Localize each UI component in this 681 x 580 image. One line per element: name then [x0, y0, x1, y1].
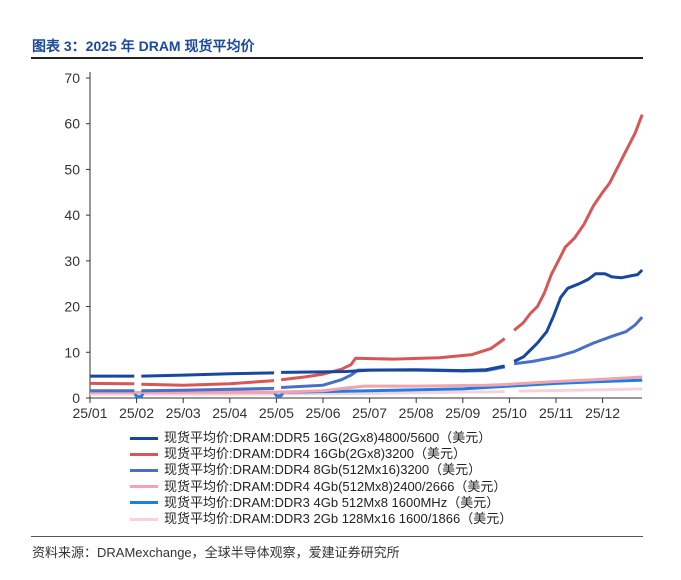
legend-label: 现货平均价:DRAM:DDR4 8Gb(512Mx16)3200（美元） [164, 462, 482, 478]
legend-swatch [130, 436, 158, 440]
legend-label: 现货平均价:DRAM:DDR4 16Gb(2Gx8)3200（美元） [164, 446, 466, 462]
series-line-1 [89, 114, 644, 387]
x-tick-label: 25/08 [399, 405, 434, 421]
series-line-2 [90, 316, 644, 393]
legend-item: 现货平均价:DRAM:DDR3 2Gb 128Mx16 1600/1866（美元… [130, 511, 512, 527]
x-tick-label: 25/09 [445, 405, 480, 421]
x-tick-label: 25/04 [212, 405, 247, 421]
legend-swatch [130, 501, 158, 505]
legend-item: 现货平均价:DRAM:DDR5 16G(2Gx8)4800/5600（美元） [130, 430, 512, 446]
legend-label: 现货平均价:DRAM:DDR5 16G(2Gx8)4800/5600（美元） [164, 430, 492, 445]
source-divider [31, 536, 643, 537]
x-tick-label: 25/03 [166, 405, 201, 421]
legend-swatch [130, 517, 158, 521]
title-divider [31, 57, 643, 59]
series-line-0 [90, 268, 644, 378]
x-tick-label: 25/02 [119, 405, 154, 421]
x-tick-label: 25/12 [585, 405, 620, 421]
y-tick-label: 10 [64, 344, 80, 360]
series-line-3 [89, 375, 643, 394]
x-tick-label: 25/11 [539, 405, 573, 421]
legend-swatch [130, 485, 158, 489]
source-note: 资料来源：DRAMexchange，全球半导体观察，爱建证券研究所 [32, 545, 400, 560]
legend-label: 现货平均价:DRAM:DDR4 4Gb(512Mx8)2400/2666（美元） [164, 478, 507, 494]
y-tick-label: 0 [72, 390, 80, 406]
legend-swatch [130, 452, 158, 456]
x-tick-label: 25/01 [72, 405, 107, 421]
y-tick-label: 40 [64, 207, 80, 223]
y-tick-label: 20 [64, 299, 80, 315]
series-line-5 [90, 387, 643, 396]
y-tick-label: 30 [64, 253, 80, 269]
series-line-4 [90, 378, 643, 399]
x-tick-label: 25/06 [305, 405, 340, 421]
legend-item: 现货平均价:DRAM:DDR4 16Gb(2Gx8)3200（美元） [130, 446, 512, 462]
x-tick-label: 25/10 [492, 405, 527, 421]
legend-item: 现货平均价:DRAM:DDR3 4Gb 512Mx8 1600MHz（美元） [130, 495, 512, 511]
legend: 现货平均价:DRAM:DDR5 16G(2Gx8)4800/5600（美元） 现货… [130, 430, 512, 527]
legend-swatch [130, 469, 158, 472]
y-tick-label: 50 [64, 161, 80, 177]
legend-label: 现货平均价:DRAM:DDR3 2Gb 128Mx16 1600/1866（美元… [164, 511, 513, 527]
chart-title: 图表 3：2025 年 DRAM 现货平均价 [32, 38, 255, 54]
y-tick-label: 70 [64, 70, 80, 86]
legend-label: 现货平均价:DRAM:DDR3 4Gb 512Mx8 1600MHz（美元） [164, 494, 500, 510]
x-tick-label: 25/05 [259, 405, 294, 421]
y-tick-label: 60 [64, 116, 80, 132]
line-chart: 0 10 20 30 40 50 60 70 25/01 25/02 25/03 25/04 25/05… [64, 70, 644, 421]
legend-item: 现货平均价:DRAM:DDR4 4Gb(512Mx8)2400/2666（美元） [130, 479, 512, 495]
legend-item: 现货平均价:DRAM:DDR4 8Gb(512Mx16)3200（美元） [130, 462, 512, 478]
x-tick-label: 25/07 [352, 405, 387, 421]
